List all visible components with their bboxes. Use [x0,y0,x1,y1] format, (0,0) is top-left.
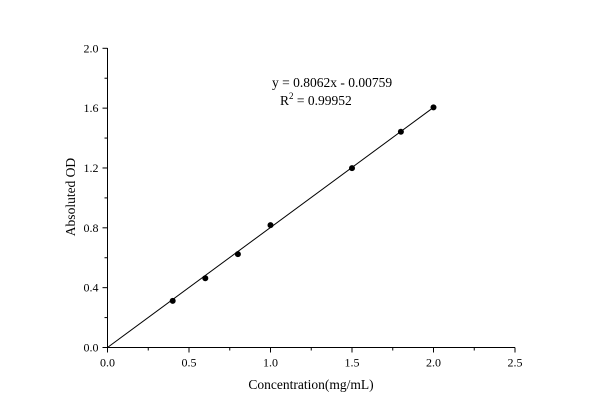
y-tick-label: 1.2 [84,161,99,175]
data-point [202,275,209,282]
y-tick-label: 0.4 [84,281,99,295]
y-tick-label: 0.8 [84,221,99,235]
x-tick-label: 0.0 [100,356,115,370]
x-axis-label: Concentration(mg/mL) [248,377,373,392]
data-point [234,251,241,258]
y-tick-label: 1.6 [84,101,99,115]
data-point [169,297,176,304]
y-axis-label: Absoluted OD [63,158,78,237]
y-tick-label: 2.0 [84,41,99,55]
x-tick-label: 1.5 [345,356,360,370]
x-tick-label: 2.0 [426,356,441,370]
data-point [349,165,355,172]
data-point [430,104,437,111]
r2-label: R2 = 0.99952 [280,91,352,108]
x-tick-label: 0.5 [182,356,197,370]
y-tick-label: 0.0 [84,341,99,355]
x-tick-label: 1.0 [263,356,278,370]
x-tick-label: 2.5 [508,356,523,370]
equation-label: y = 0.8062x - 0.00759 [272,75,392,90]
data-point [397,128,404,135]
data-point [267,222,274,229]
